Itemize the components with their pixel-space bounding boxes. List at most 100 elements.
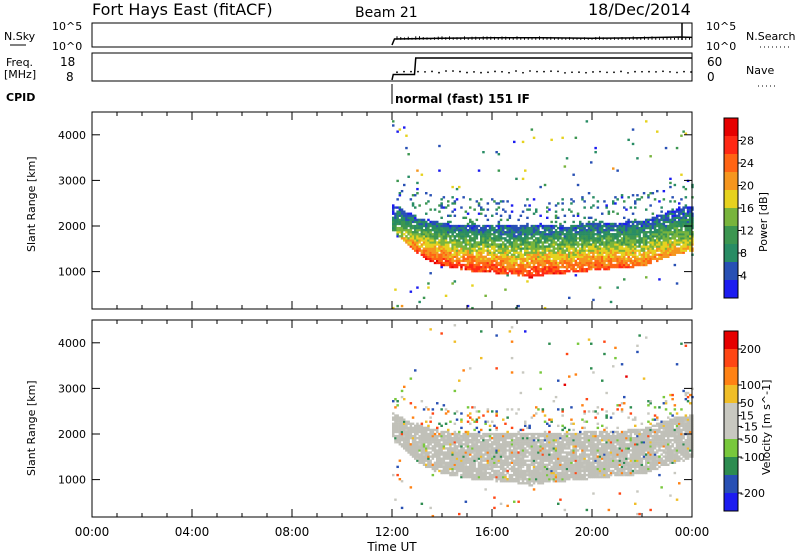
echo-cell <box>405 434 408 438</box>
echo-cell <box>431 463 435 466</box>
nave-point <box>578 71 580 74</box>
echo-cell <box>581 247 584 250</box>
echo-cell <box>493 436 496 440</box>
echo-cell <box>458 463 461 466</box>
echo-cell <box>647 231 650 234</box>
echo-cell <box>425 447 428 450</box>
echo-cell <box>554 261 558 265</box>
echo-cell <box>592 243 595 246</box>
echo-cell <box>581 243 584 246</box>
echo-cell <box>524 239 527 242</box>
echo-cell <box>488 261 492 265</box>
echo-cell <box>660 253 663 256</box>
echo-cell <box>486 249 490 252</box>
echo-cell <box>414 235 417 238</box>
echo-cell <box>675 226 679 230</box>
echo-cell <box>508 480 512 483</box>
echo-cell <box>425 245 428 248</box>
echo-cell <box>515 451 518 454</box>
echo-cell <box>493 453 496 456</box>
echo-cell <box>541 432 545 436</box>
echo-cell <box>532 443 536 446</box>
echo-cell <box>420 249 424 252</box>
echo-cell <box>568 255 571 258</box>
echo-cell <box>447 226 450 230</box>
echo-cell <box>539 457 542 460</box>
nave-label: Nave <box>746 64 774 77</box>
echo-cell <box>570 226 573 230</box>
echo-cell <box>475 455 479 458</box>
echo-cell <box>482 249 485 252</box>
echo-cell <box>510 465 514 469</box>
echo-cell <box>502 447 505 450</box>
echo-cell <box>541 253 545 256</box>
echo-cell <box>506 416 509 419</box>
echo-cell <box>680 241 683 244</box>
echo-cell <box>594 243 597 246</box>
echo-cell <box>616 286 619 289</box>
echo-cell <box>407 447 410 450</box>
echo-cell <box>444 243 448 246</box>
echo-cell <box>552 436 556 440</box>
colorbar-tick-label: 20 <box>740 180 754 193</box>
echo-cell <box>620 231 624 234</box>
echo-cell <box>462 443 465 446</box>
echo-cell <box>447 214 450 217</box>
echo-cell <box>667 233 670 236</box>
echo-cell <box>517 304 520 308</box>
echo-cell <box>469 439 472 442</box>
echo-cell <box>469 432 472 436</box>
echo-cell <box>418 434 421 438</box>
echo-cell <box>519 449 523 452</box>
echo-cell <box>552 475 556 479</box>
echo-cell <box>647 237 650 240</box>
echo-cell <box>493 465 496 469</box>
echo-cell <box>431 239 435 242</box>
echo-cell <box>440 245 443 248</box>
echo-cell <box>431 434 435 438</box>
echo-cell <box>594 222 597 226</box>
echo-cell <box>653 220 657 224</box>
power-heatmap <box>392 120 694 310</box>
echo-cell <box>462 436 465 440</box>
echo-cell <box>515 257 518 261</box>
echo-cell <box>464 257 468 261</box>
echo-cell <box>517 467 520 471</box>
echo-cell <box>598 245 602 248</box>
echo-cell <box>460 467 463 471</box>
echo-cell <box>559 245 562 248</box>
echo-cell <box>526 426 529 430</box>
echo-cell <box>572 270 575 273</box>
echo-cell <box>453 324 457 327</box>
echo-cell <box>526 263 529 267</box>
echo-cell <box>513 259 516 263</box>
echo-cell <box>651 251 655 254</box>
echo-cell <box>398 416 402 419</box>
echo-cell <box>420 422 424 425</box>
echo-cell <box>541 243 545 246</box>
echo-cell <box>678 218 681 222</box>
echo-cell <box>625 241 628 244</box>
echo-cell <box>543 445 547 448</box>
echo-cell <box>510 478 514 481</box>
echo-cell <box>510 461 514 464</box>
echo-cell <box>497 270 501 273</box>
echo-cell <box>517 253 520 256</box>
echo-cell <box>554 210 558 213</box>
echo-cell <box>436 430 439 434</box>
echo-cell <box>590 251 593 254</box>
echo-cell <box>486 408 490 411</box>
echo-cell <box>431 257 435 261</box>
echo-cell <box>436 439 439 442</box>
echo-cell <box>416 436 419 440</box>
echo-cell <box>574 261 578 265</box>
echo-cell <box>684 233 688 236</box>
echo-cell <box>532 267 536 271</box>
echo-cell <box>579 257 582 261</box>
echo-cell <box>576 270 580 273</box>
echo-cell <box>502 241 505 244</box>
echo-cell <box>579 270 582 273</box>
echo-cell <box>458 512 461 516</box>
echo-cell <box>548 243 551 246</box>
echo-cell <box>576 249 580 252</box>
